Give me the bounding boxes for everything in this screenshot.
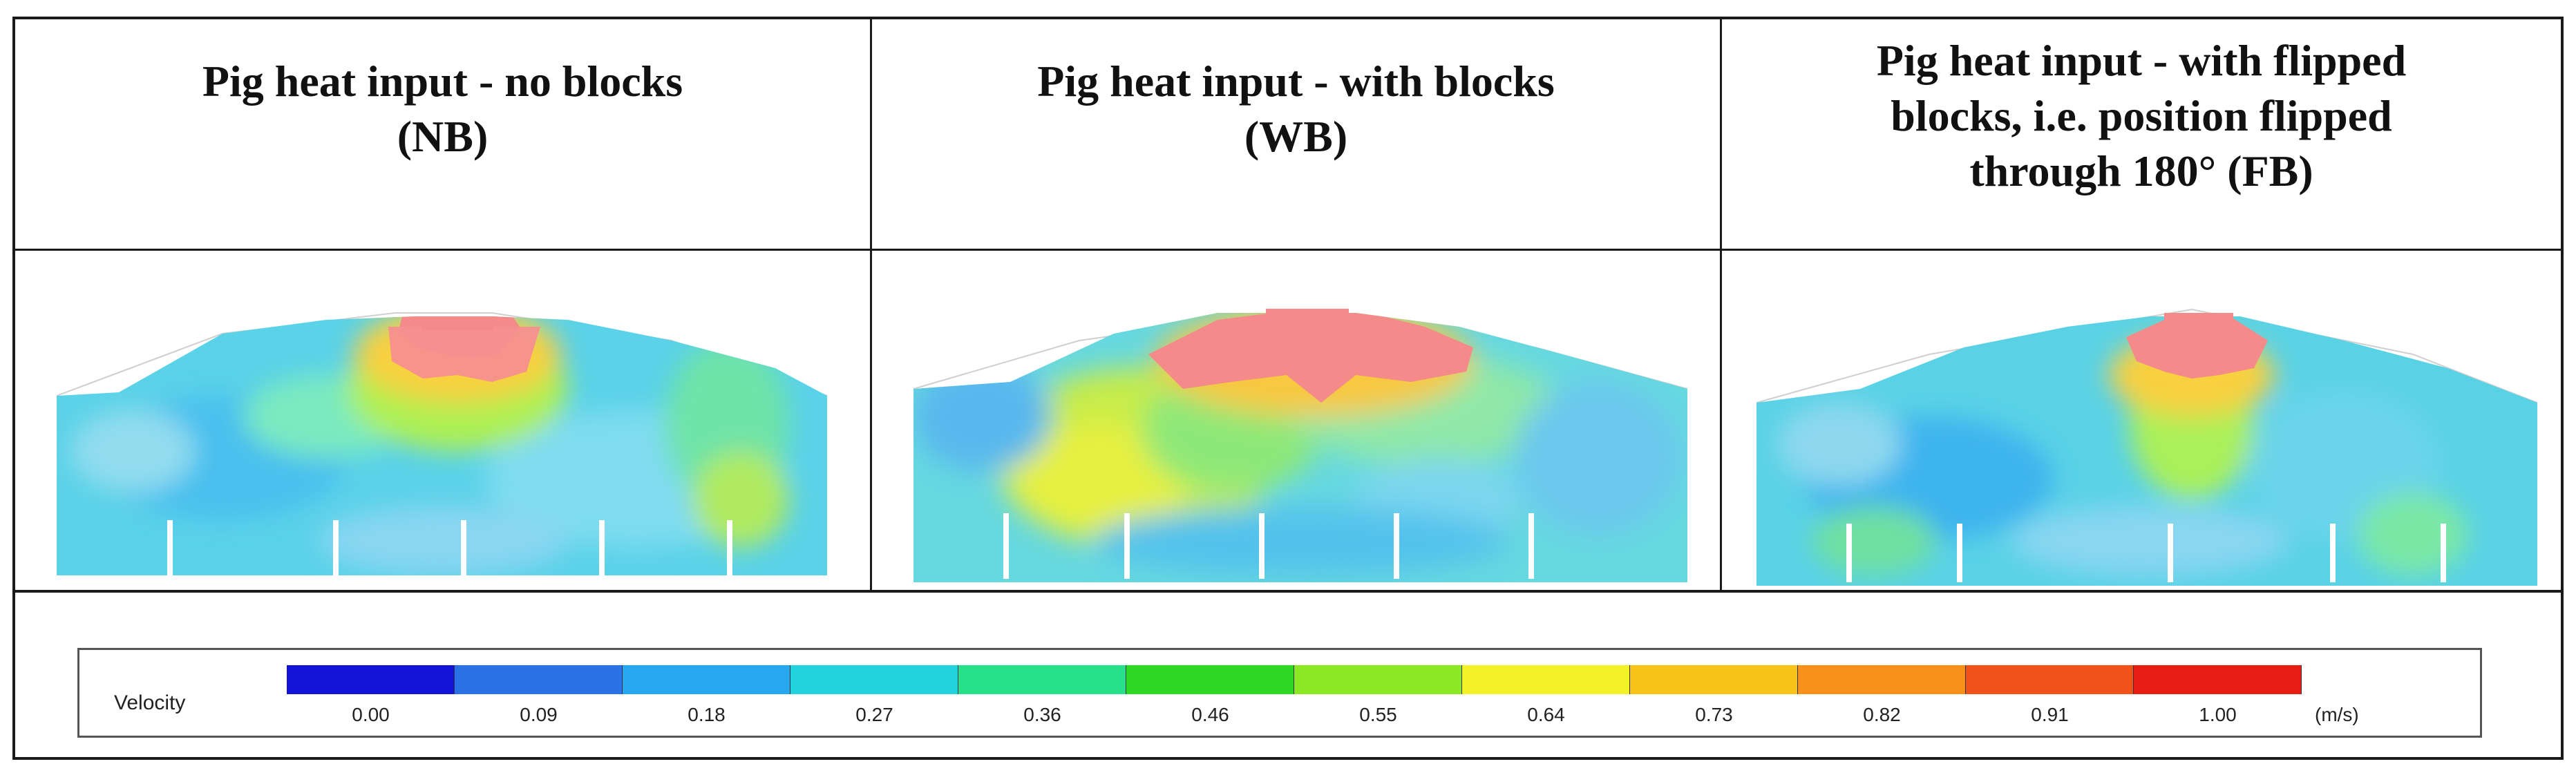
legend-tick-label: 0.00 [352, 704, 390, 725]
panel-fb-image [1722, 251, 2561, 590]
legend-tick-label: 0.64 [1527, 704, 1565, 725]
legend-swatch [1294, 665, 1462, 694]
color-legend: Velocity 0.00 0.09 0.18 0.27 0.36 0.46 0.55 0.6… [77, 648, 2482, 738]
legend-tick-label: 0.73 [1695, 704, 1733, 725]
legend-swatch [623, 665, 790, 694]
legend-swatch [1798, 665, 1966, 694]
title-row: Pig heat input - no blocks (NB) Pig heat… [15, 19, 2561, 251]
legend-label: Velocity [114, 691, 186, 714]
panel-fb-title: Pig heat input - with flipped blocks, i.… [1876, 36, 2407, 195]
panel-nb-header: Pig heat input - no blocks (NB) [15, 19, 872, 249]
legend-unit: (m/s) [2315, 704, 2359, 725]
legend-swatch [455, 665, 623, 694]
legend-tick-label: 1.00 [2199, 704, 2237, 725]
legend-color-bar [287, 665, 2302, 694]
legend-swatch [958, 665, 1126, 694]
legend-tick-label: 0.82 [1863, 704, 1901, 725]
legend-tick-label: 0.46 [1191, 704, 1229, 725]
panel-fb-header: Pig heat input - with flipped blocks, i.… [1722, 19, 2561, 249]
figure-frame: Pig heat input - no blocks (NB) Pig heat… [12, 17, 2564, 760]
velocity-field-nb [56, 312, 828, 575]
panel-wb-header: Pig heat input - with blocks (WB) [872, 19, 1722, 249]
legend-swatch [287, 665, 455, 694]
legend-swatch [2134, 665, 2302, 694]
legend-swatch [1126, 665, 1294, 694]
panel-nb-title: Pig heat input - no blocks (NB) [202, 57, 683, 161]
legend-swatch [1966, 665, 2134, 694]
velocity-field-wb [913, 308, 1688, 582]
legend-tick-label: 0.91 [2031, 704, 2069, 725]
legend-tick-label: 0.55 [1359, 704, 1397, 725]
legend-swatch [790, 665, 958, 694]
legend-swatch [1630, 665, 1798, 694]
legend-tick-label: 0.09 [520, 704, 558, 725]
legend-tick-label: 0.18 [688, 704, 726, 725]
simulation-row [15, 251, 2561, 593]
legend-swatch [1462, 665, 1630, 694]
legend-tick-label: 0.27 [855, 704, 893, 725]
panel-nb-image [15, 251, 872, 590]
velocity-field-fb [1756, 308, 2538, 586]
panel-wb-title: Pig heat input - with blocks (WB) [1037, 57, 1555, 161]
panel-wb-image [872, 251, 1722, 590]
legend-tick-label: 0.36 [1023, 704, 1061, 725]
legend-row: Velocity 0.00 0.09 0.18 0.27 0.36 0.46 0.55 0.6… [15, 593, 2561, 760]
